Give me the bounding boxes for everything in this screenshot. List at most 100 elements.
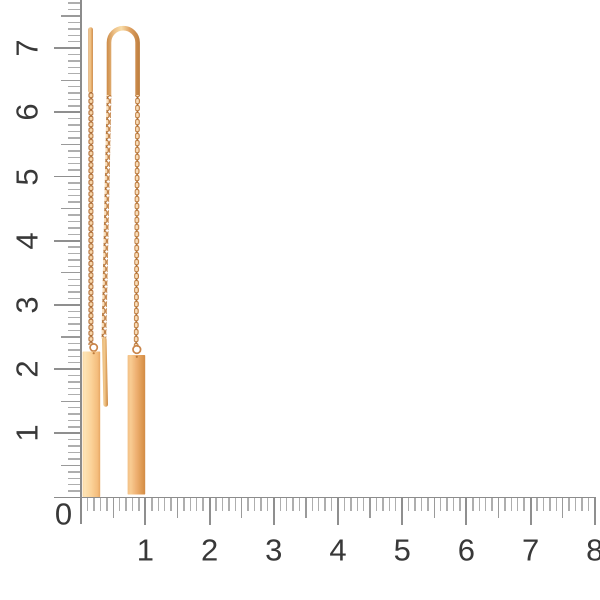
v-ruler-tick	[67, 439, 81, 441]
h-ruler-tick	[562, 498, 564, 519]
h-ruler-tick	[337, 498, 339, 525]
h-ruler-label-4: 4	[329, 532, 347, 568]
v-ruler-tick	[67, 98, 81, 101]
v-ruler-tick	[67, 85, 81, 88]
h-ruler-tick	[459, 498, 461, 512]
h-ruler-label-1: 1	[136, 532, 155, 568]
h-ruler-tick	[234, 498, 236, 512]
h-ruler-tick	[549, 498, 551, 512]
h-ruler-tick	[330, 498, 333, 512]
h-ruler-tick	[574, 498, 577, 512]
v-ruler-label-6: 6	[9, 103, 45, 121]
h-ruler-label-6: 6	[457, 532, 476, 568]
v-ruler-label-4: 4	[9, 232, 45, 250]
h-ruler-tick	[362, 498, 365, 512]
h-ruler-label-3: 3	[265, 532, 283, 568]
v-ruler-tick	[67, 413, 81, 415]
v-ruler-tick	[67, 156, 81, 158]
v-ruler-tick	[60, 464, 81, 467]
v-ruler-tick	[67, 252, 81, 255]
v-ruler-tick	[67, 60, 81, 62]
v-ruler-tick	[60, 15, 81, 17]
h-ruler-tick	[119, 498, 121, 512]
h-ruler-tick	[529, 498, 532, 525]
h-ruler-tick	[465, 498, 468, 525]
h-ruler-tick	[311, 498, 313, 512]
ruler-origin-label: 0	[54, 496, 73, 532]
h-ruler-tick	[196, 498, 198, 512]
v-ruler-tick	[67, 374, 81, 377]
v-ruler-tick	[67, 317, 81, 319]
v-ruler-tick	[54, 47, 81, 50]
v-ruler-label-5: 5	[9, 167, 45, 186]
v-ruler-tick	[67, 361, 81, 364]
v-ruler-label-1: 1	[9, 424, 45, 442]
v-ruler-tick	[67, 201, 81, 203]
h-ruler-tick	[382, 498, 384, 512]
h-ruler-tick	[324, 498, 326, 512]
h-ruler-label-7: 7	[521, 532, 540, 568]
bar-pendant	[127, 355, 146, 495]
v-ruler-tick	[54, 111, 81, 114]
v-ruler-tick	[60, 272, 81, 274]
v-ruler-tick	[67, 259, 81, 261]
h-ruler-tick	[285, 498, 288, 512]
v-ruler-tick	[67, 329, 81, 332]
h-ruler-label-8: 8	[586, 532, 600, 568]
h-ruler-tick	[581, 498, 583, 512]
h-ruler-tick	[241, 498, 243, 519]
h-ruler-tick	[266, 498, 269, 512]
h-ruler-tick	[144, 498, 147, 525]
h-ruler-tick	[318, 498, 320, 512]
h-ruler-tick	[86, 498, 89, 512]
h-ruler-tick	[157, 498, 159, 512]
v-ruler-tick	[54, 368, 81, 371]
h-ruler-tick	[587, 498, 590, 512]
v-ruler-tick	[67, 182, 81, 184]
v-ruler-tick	[67, 246, 81, 248]
h-ruler-tick	[433, 498, 435, 519]
u-shaped-ear-wire	[106, 25, 140, 96]
v-ruler-tick	[67, 8, 81, 11]
v-ruler-tick	[67, 490, 81, 492]
cable-chain	[88, 92, 94, 345]
h-ruler-tick	[99, 498, 102, 512]
v-ruler-tick	[67, 323, 81, 325]
h-ruler-tick	[138, 498, 140, 512]
v-ruler-tick	[54, 432, 81, 435]
v-ruler-tick	[67, 40, 81, 43]
horizontal-ruler-line	[54, 496, 596, 499]
v-ruler-tick	[54, 175, 81, 178]
h-ruler-tick	[375, 498, 378, 512]
h-ruler-tick	[350, 498, 352, 512]
h-ruler-tick	[298, 498, 301, 512]
v-ruler-tick	[67, 124, 81, 126]
h-ruler-tick	[420, 498, 423, 512]
v-ruler-tick	[67, 265, 81, 268]
vertical-ruler-line	[80, 0, 82, 524]
h-ruler-tick	[247, 498, 249, 512]
v-ruler-tick	[67, 284, 81, 287]
h-ruler-tick	[151, 498, 153, 512]
v-ruler-tick	[60, 336, 81, 338]
v-ruler-tick	[67, 477, 81, 479]
h-ruler-label-5: 5	[393, 532, 411, 568]
v-ruler-tick	[67, 220, 81, 223]
v-ruler-tick	[60, 207, 81, 210]
h-ruler-tick	[427, 498, 429, 512]
v-ruler-tick	[60, 143, 81, 146]
right-earring	[101, 25, 146, 495]
h-ruler-tick	[260, 498, 262, 512]
v-ruler-label-7: 7	[9, 39, 45, 57]
h-ruler-tick	[523, 498, 525, 512]
v-ruler-tick	[67, 342, 81, 345]
v-ruler-tick	[67, 227, 81, 229]
h-ruler-tick	[555, 498, 557, 512]
h-ruler-tick	[504, 498, 506, 512]
v-ruler-tick	[67, 233, 81, 235]
v-ruler-tick	[67, 445, 81, 447]
v-ruler-tick	[67, 21, 81, 24]
v-ruler-tick	[67, 355, 81, 357]
v-ruler-tick	[67, 73, 81, 75]
